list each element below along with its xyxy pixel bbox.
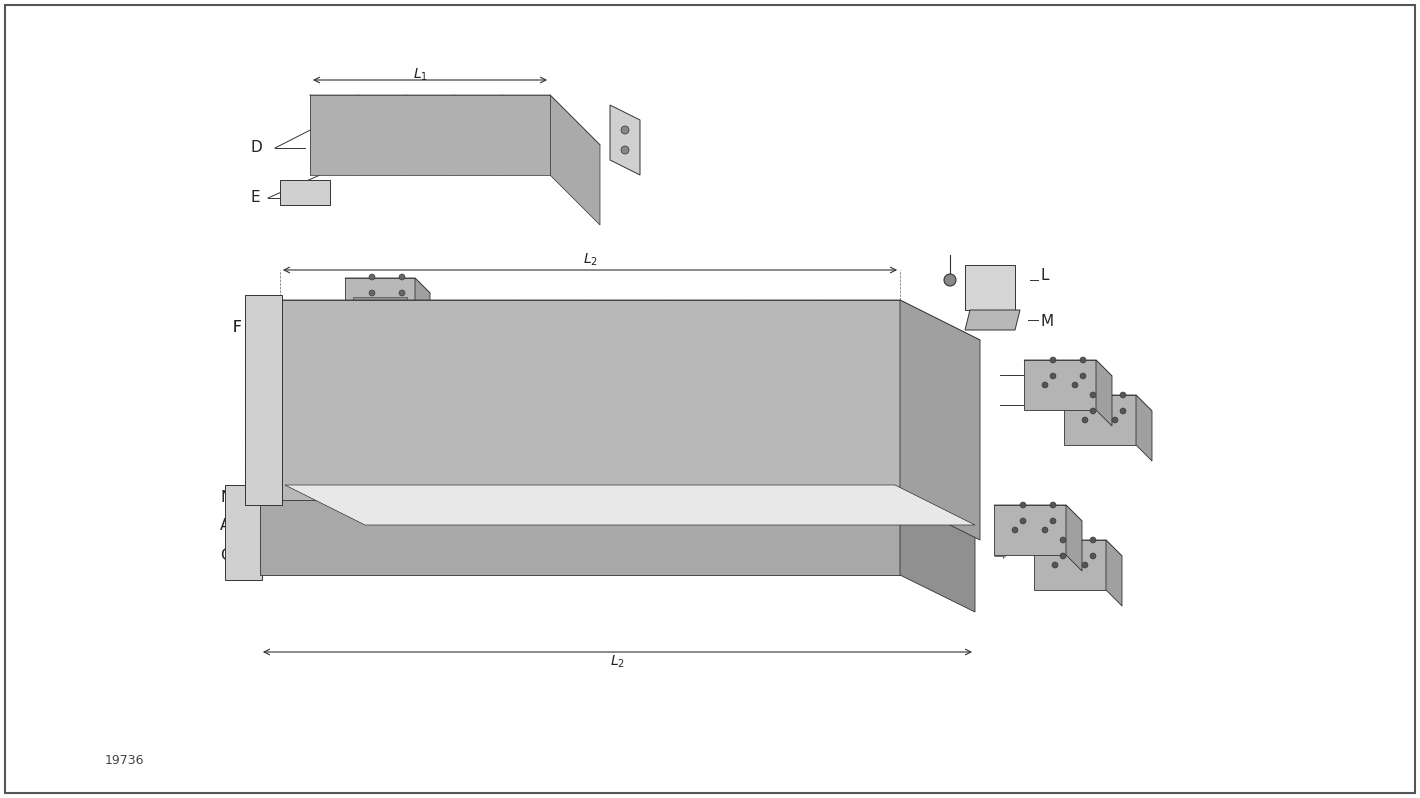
Circle shape [1091, 553, 1096, 559]
Circle shape [1020, 502, 1027, 508]
Circle shape [621, 126, 629, 134]
Polygon shape [1034, 540, 1106, 590]
Polygon shape [1136, 395, 1152, 461]
Circle shape [1042, 527, 1048, 533]
Text: B: B [1091, 368, 1100, 382]
Polygon shape [415, 278, 430, 347]
Circle shape [621, 146, 629, 154]
Circle shape [1059, 553, 1066, 559]
Circle shape [369, 290, 375, 296]
Polygon shape [224, 485, 263, 580]
Text: F: F [233, 321, 241, 335]
Text: M: M [1039, 314, 1054, 330]
Polygon shape [1106, 540, 1122, 606]
Polygon shape [994, 505, 1082, 521]
Polygon shape [464, 313, 480, 382]
Circle shape [1091, 537, 1096, 543]
Circle shape [1120, 408, 1126, 414]
Polygon shape [395, 313, 464, 367]
Text: 19736: 19736 [105, 753, 145, 767]
Polygon shape [260, 495, 900, 575]
Circle shape [442, 337, 447, 343]
Text: L: L [1039, 267, 1048, 282]
Circle shape [1091, 392, 1096, 398]
Circle shape [399, 274, 405, 280]
Polygon shape [1064, 395, 1136, 445]
Polygon shape [246, 295, 283, 505]
Circle shape [449, 309, 454, 315]
Text: ⇨: ⇨ [993, 546, 1007, 564]
Circle shape [1052, 562, 1058, 568]
Circle shape [1042, 382, 1048, 388]
Circle shape [1082, 562, 1088, 568]
Circle shape [1049, 357, 1056, 363]
Polygon shape [310, 95, 601, 145]
Polygon shape [550, 95, 601, 225]
Polygon shape [1066, 505, 1082, 571]
Circle shape [1112, 417, 1118, 423]
Circle shape [1081, 373, 1086, 379]
Text: ⇦: ⇦ [239, 526, 251, 544]
Polygon shape [1096, 360, 1112, 426]
Text: $L_1$: $L_1$ [412, 67, 427, 83]
Polygon shape [403, 332, 457, 348]
Text: E: E [250, 191, 260, 206]
Polygon shape [280, 180, 329, 205]
Polygon shape [310, 95, 550, 175]
Text: G: G [220, 547, 231, 563]
Circle shape [392, 302, 398, 308]
Polygon shape [1034, 540, 1122, 556]
Circle shape [1049, 373, 1056, 379]
Polygon shape [1024, 360, 1096, 410]
Circle shape [419, 325, 425, 331]
Polygon shape [966, 265, 1015, 310]
Text: N: N [220, 489, 231, 504]
Polygon shape [260, 495, 976, 532]
Circle shape [419, 309, 425, 315]
Circle shape [1012, 527, 1018, 533]
Polygon shape [1064, 395, 1152, 411]
Circle shape [449, 325, 454, 331]
Text: D: D [250, 140, 261, 156]
Polygon shape [966, 310, 1020, 330]
Text: A: A [220, 517, 230, 532]
Circle shape [1020, 518, 1027, 524]
Circle shape [1082, 417, 1088, 423]
Circle shape [1072, 382, 1078, 388]
Circle shape [369, 274, 375, 280]
Polygon shape [345, 278, 415, 332]
Polygon shape [900, 495, 976, 612]
Polygon shape [354, 297, 408, 313]
Polygon shape [1024, 360, 1112, 376]
Circle shape [1049, 502, 1056, 508]
Circle shape [362, 302, 368, 308]
Circle shape [399, 290, 405, 296]
Circle shape [412, 337, 417, 343]
Text: F: F [233, 321, 241, 335]
Polygon shape [611, 105, 640, 175]
Text: C: C [1091, 397, 1100, 413]
Polygon shape [345, 278, 430, 293]
Polygon shape [900, 300, 980, 540]
Polygon shape [280, 300, 980, 340]
Circle shape [1091, 408, 1096, 414]
Polygon shape [395, 313, 480, 328]
Circle shape [1120, 392, 1126, 398]
Polygon shape [285, 485, 976, 525]
Circle shape [1059, 537, 1066, 543]
Text: $L_2$: $L_2$ [582, 252, 598, 268]
Circle shape [1081, 357, 1086, 363]
Polygon shape [280, 300, 900, 500]
Polygon shape [994, 505, 1066, 555]
Text: $L_2$: $L_2$ [609, 654, 625, 670]
Circle shape [1049, 518, 1056, 524]
Circle shape [944, 274, 956, 286]
